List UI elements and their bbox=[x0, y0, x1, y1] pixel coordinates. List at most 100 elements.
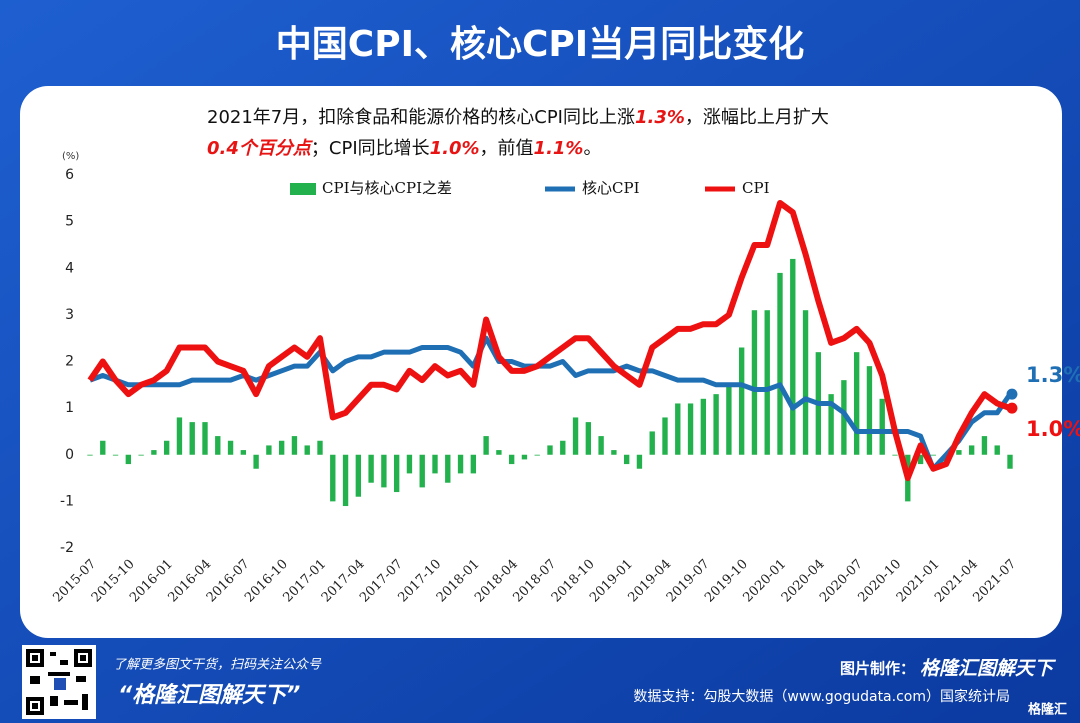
y-tick-label: -1 bbox=[60, 493, 74, 509]
end-label: 1.3% bbox=[1026, 363, 1080, 387]
y-tick-label: 1 bbox=[65, 400, 74, 416]
bar bbox=[87, 454, 93, 456]
bar bbox=[278, 440, 285, 455]
made-by-label: 图片制作： bbox=[840, 660, 915, 678]
bar bbox=[432, 454, 438, 474]
subtitle-highlight: 0.4个百分点 bbox=[207, 138, 314, 159]
bar bbox=[202, 422, 208, 455]
bar bbox=[956, 450, 962, 455]
bar bbox=[547, 445, 553, 455]
bar bbox=[304, 445, 310, 455]
bar bbox=[227, 440, 234, 455]
bar bbox=[623, 454, 630, 465]
bar bbox=[917, 454, 924, 465]
page-title: 中国CPI、核心CPI当月同比变化 bbox=[276, 23, 804, 65]
y-tick-label: 0 bbox=[65, 447, 74, 463]
bar bbox=[291, 436, 298, 455]
bar bbox=[994, 445, 1000, 455]
bar bbox=[662, 417, 668, 455]
legend-swatch bbox=[290, 183, 316, 195]
bar bbox=[100, 440, 106, 455]
end-dot bbox=[1006, 402, 1018, 414]
bar bbox=[419, 454, 425, 488]
data-source: 数据支持：勾股大数据（www.gogudata.com）国家统计局 bbox=[633, 688, 1010, 705]
bar bbox=[163, 440, 170, 455]
bar bbox=[457, 454, 464, 474]
bar bbox=[368, 454, 374, 483]
bar bbox=[534, 454, 540, 456]
bar bbox=[700, 398, 707, 455]
bar bbox=[138, 454, 144, 456]
y-tick-label: 6 bbox=[65, 167, 74, 183]
bar bbox=[406, 454, 413, 474]
bar bbox=[266, 445, 272, 455]
bar bbox=[879, 398, 885, 455]
logo: 格隆汇 bbox=[1028, 702, 1067, 718]
subtitle-highlight: 1.0% bbox=[430, 138, 480, 159]
subtitle: 0.4个百分点；CPI同比增长1.0%，前值1.1%。 bbox=[207, 138, 601, 159]
bar bbox=[790, 258, 796, 455]
bar bbox=[381, 454, 387, 488]
subtitle-highlight: 1.3% bbox=[635, 107, 685, 128]
end-dot bbox=[1006, 388, 1018, 400]
bar bbox=[764, 310, 770, 455]
bar bbox=[649, 431, 655, 455]
bar bbox=[611, 450, 617, 455]
subtitle-text: ；CPI同比增长 bbox=[311, 138, 430, 159]
qr-caption: 了解更多图文干货，扫码关注公众号 bbox=[113, 657, 322, 673]
y-tick-label: 5 bbox=[65, 214, 74, 230]
end-label: 1.0% bbox=[1026, 417, 1080, 441]
subtitle-text: ，涨幅比上月扩大 bbox=[685, 107, 829, 128]
line bbox=[87, 199, 1012, 482]
y-tick-label: 3 bbox=[65, 307, 74, 323]
subtitle-text: 。 bbox=[583, 138, 601, 159]
bar bbox=[930, 454, 937, 456]
bar bbox=[866, 366, 873, 455]
bar bbox=[151, 450, 157, 455]
bar bbox=[968, 445, 975, 455]
bar bbox=[445, 454, 451, 483]
bar bbox=[342, 454, 349, 507]
bar bbox=[675, 403, 681, 455]
bar bbox=[215, 436, 221, 455]
subtitle-highlight: 1.1% bbox=[534, 138, 584, 159]
bar bbox=[802, 310, 809, 455]
subtitle: 2021年7月，扣除食品和能源价格的核心CPI同比上涨1.3%，涨幅比上月扩大 bbox=[207, 107, 829, 128]
bar bbox=[828, 394, 834, 455]
bar bbox=[176, 417, 183, 455]
bar bbox=[777, 272, 783, 455]
bar bbox=[483, 436, 489, 455]
bar bbox=[892, 454, 898, 456]
subtitle-text: 2021年7月，扣除食品和能源价格的核心CPI同比上涨 bbox=[207, 107, 635, 128]
bar bbox=[253, 454, 259, 469]
qr-code bbox=[22, 645, 96, 719]
bar bbox=[687, 403, 694, 455]
subtitle-text: ，前值 bbox=[480, 138, 534, 159]
bar bbox=[317, 440, 323, 455]
bar bbox=[1007, 454, 1013, 469]
bar bbox=[189, 422, 195, 455]
y-unit: (%) bbox=[62, 151, 79, 162]
bar bbox=[598, 436, 604, 455]
bar bbox=[393, 454, 400, 493]
bar bbox=[112, 454, 119, 456]
bar bbox=[560, 440, 566, 455]
bar bbox=[713, 394, 719, 455]
bar bbox=[496, 450, 502, 455]
bar bbox=[841, 380, 847, 455]
bar bbox=[738, 347, 745, 455]
bar bbox=[470, 454, 477, 474]
bar bbox=[572, 417, 579, 455]
bar bbox=[853, 352, 860, 455]
bar bbox=[125, 454, 132, 465]
bar bbox=[726, 384, 732, 455]
legend-label: CPI与核心CPI之差 bbox=[322, 179, 452, 197]
legend-label: CPI bbox=[742, 179, 770, 197]
made-by: 格隆汇图解天下 bbox=[920, 658, 1057, 680]
y-tick-label: 4 bbox=[65, 260, 74, 276]
bar bbox=[355, 454, 362, 497]
bar bbox=[508, 454, 515, 465]
bar bbox=[981, 436, 988, 455]
